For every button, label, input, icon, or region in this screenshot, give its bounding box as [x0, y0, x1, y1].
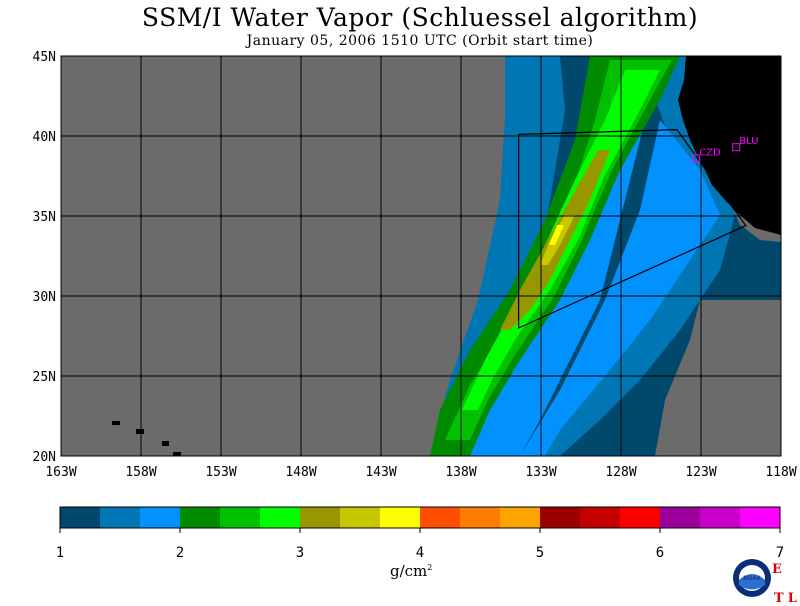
- colorbar-swatch: [180, 507, 221, 528]
- longitude-tick-label: 138W: [445, 465, 476, 480]
- map-frame: [60, 55, 782, 457]
- vapor-field: [61, 56, 781, 456]
- station-label: BLU: [739, 136, 758, 147]
- swath-medium-blue: [430, 56, 565, 456]
- colorbar-swatch: [300, 507, 341, 528]
- longitude-tick-label: 123W: [685, 465, 716, 480]
- colorbar-swatch: [660, 507, 701, 528]
- colorbar-tick-label: 4: [416, 545, 424, 561]
- longitude-tick-label: 153W: [205, 465, 236, 480]
- sensor-outline-polygon: [517, 128, 747, 329]
- colorbar-unit-label: g/cm2: [390, 562, 433, 580]
- colorbar-tick-label: 7: [776, 545, 784, 561]
- colorbar-tick-label: 6: [656, 545, 664, 561]
- plume-yellow: [549, 225, 564, 245]
- longitude-tick-label: 118W: [765, 465, 796, 480]
- colorbar-tick-label: 3: [296, 545, 304, 561]
- color-scale-labels: 1 2 3 4 5 6 7: [56, 528, 784, 561]
- station-square-icon: [732, 143, 741, 152]
- longitude-tick-label: 148W: [285, 465, 316, 480]
- station-marker: BLU: [732, 136, 758, 152]
- latitude-tick-label: 40N: [33, 130, 56, 145]
- map-subtitle: January 05, 2006 1510 UTC (Orbit start t…: [246, 33, 594, 49]
- colorbar-swatch: [460, 507, 501, 528]
- colorbar-swatch: [700, 507, 741, 528]
- latitude-tick-label: 30N: [33, 290, 56, 305]
- colorbar-swatch: [620, 507, 661, 528]
- station-square-icon: [692, 154, 701, 163]
- longitude-tick-label: 128W: [605, 465, 636, 480]
- colorbar-swatch: [260, 507, 301, 528]
- station-markers: CZD BLU: [692, 136, 758, 163]
- svg-text:NOAA: NOAA: [743, 575, 761, 582]
- colorbar-swatch: [420, 507, 461, 528]
- longitude-tick-label: 143W: [365, 465, 396, 480]
- colorbar-tick-label: 5: [536, 545, 544, 561]
- color-scale-bar: [59, 506, 781, 529]
- plume-yellow-olive: [540, 215, 575, 265]
- colorbar-swatch: [380, 507, 421, 528]
- latitude-labels: 45N 40N 35N 30N 25N 20N: [33, 50, 56, 465]
- longitude-tick-label: 163W: [45, 465, 76, 480]
- latitude-tick-label: 35N: [33, 210, 56, 225]
- colorbar-swatch: [140, 507, 181, 528]
- map-title: SSM/I Water Vapor (Schluessel algorithm): [141, 3, 699, 32]
- latitude-tick-label: 45N: [33, 50, 56, 65]
- longitude-tick-label: 158W: [125, 465, 156, 480]
- noaa-logo: NOAA: [733, 559, 771, 597]
- colorbar-swatch: [500, 507, 541, 528]
- colorbar-tick-label: 1: [56, 545, 64, 561]
- land-hawaii: [112, 421, 181, 456]
- colorbar-swatch: [340, 507, 381, 528]
- colorbar-swatch: [580, 507, 621, 528]
- colorbar-swatch: [740, 507, 781, 528]
- colorbar-swatch: [100, 507, 141, 528]
- land-west-coast: [678, 56, 781, 235]
- colorbar-tick-label: 2: [176, 545, 184, 561]
- longitude-tick-label: 133W: [525, 465, 556, 480]
- station-marker: CZD: [692, 147, 721, 163]
- swath-bright-blue-2: [520, 120, 720, 456]
- latitude-tick-label: 20N: [33, 450, 56, 465]
- station-label: CZD: [699, 147, 721, 158]
- colorbar-swatch: [540, 507, 581, 528]
- longitude-labels: 163W 158W 153W 148W 143W 138W 133W 128W 123W 118W: [45, 465, 796, 480]
- colorbar-swatch: [60, 507, 101, 528]
- latitude-tick-label: 25N: [33, 370, 56, 385]
- colorbar-swatch: [220, 507, 261, 528]
